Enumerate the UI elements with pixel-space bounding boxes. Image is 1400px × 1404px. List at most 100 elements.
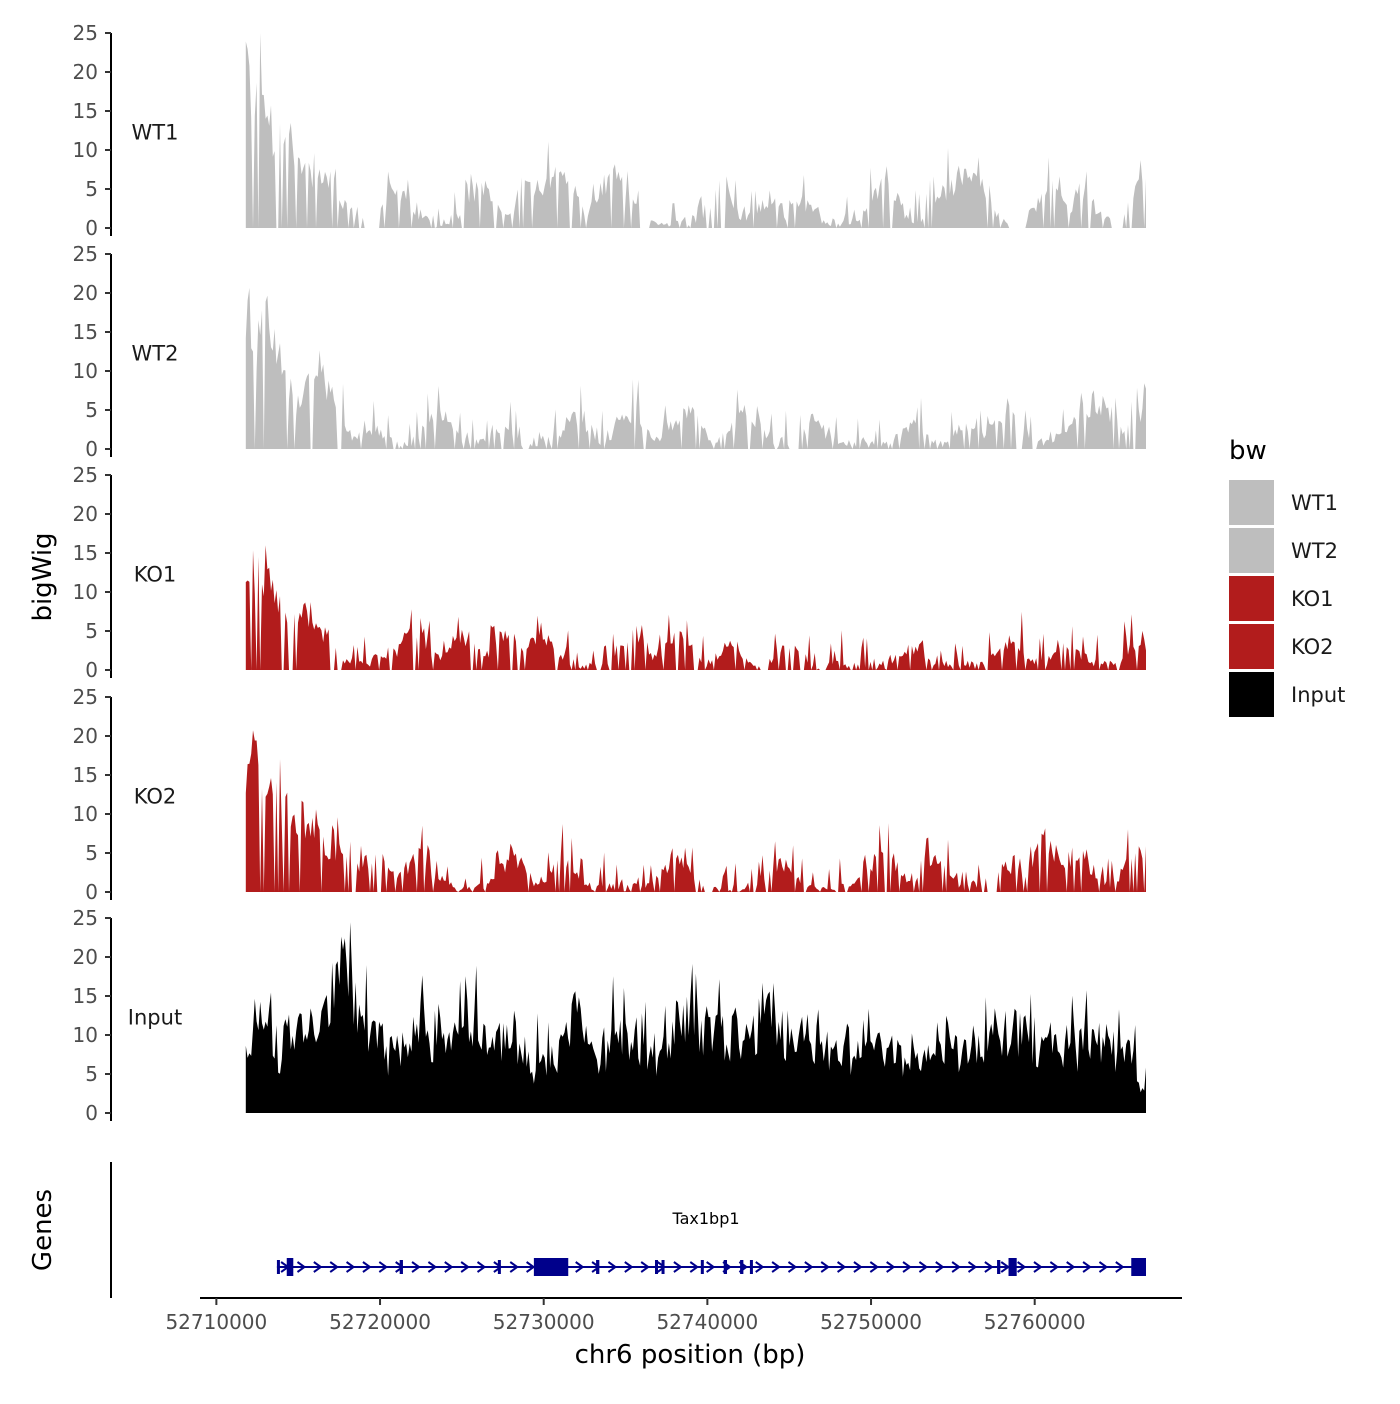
y-tick-label: 25 [73, 685, 98, 709]
gene-strand-arrow [1000, 1261, 1010, 1273]
gene-strand-arrow [820, 1261, 830, 1273]
gene-strand-arrow [1115, 1261, 1125, 1273]
y-tick-label: 15 [73, 99, 98, 123]
gene-strand-arrow [787, 1261, 798, 1273]
track-label-input: Input [128, 1006, 182, 1030]
y-axis-title: bigWig [28, 532, 58, 621]
track-label-ko1: KO1 [134, 563, 177, 587]
bigwig-tracks: 0510152025WT10510152025WT20510152025KO10… [73, 21, 1147, 1125]
y-tick-label: 5 [85, 398, 98, 422]
legend-key-wt1 [1229, 480, 1274, 525]
coverage-area-input [245, 922, 1147, 1113]
y-tick-label: 20 [73, 724, 98, 748]
track-wt1: 0 5 10 15 20 25 WT1 [73, 21, 1147, 240]
gene-exon [533, 1258, 569, 1276]
coverage-area-ko1 [245, 545, 1147, 670]
gene-strand-arrow [624, 1261, 634, 1273]
x-tick-label: 52710000 [165, 1310, 267, 1334]
genes-panel: Genes Tax1bp1 [28, 1162, 1146, 1298]
y-tick-label: 25 [73, 463, 98, 487]
gene-exon [749, 1260, 753, 1274]
y-tick-label: 25 [73, 21, 98, 45]
gene-strand-arrow [951, 1261, 961, 1273]
y-tick-label: 0 [85, 658, 98, 682]
gene-exon [596, 1260, 600, 1274]
gene-exon [1008, 1258, 1017, 1276]
x-tick-label: 52740000 [656, 1310, 758, 1334]
gene-model [276, 1258, 1146, 1276]
gene-strand-arrow [918, 1261, 929, 1273]
gene-strand-arrow [1098, 1261, 1109, 1273]
gene-strand-arrow [771, 1261, 781, 1273]
y-tick-label: 0 [85, 880, 98, 904]
x-tick-label: 52750000 [820, 1310, 922, 1334]
y-tick-label: 20 [73, 502, 98, 526]
legend-label-ko2: KO2 [1291, 635, 1334, 659]
gene-strand-arrow [460, 1261, 470, 1273]
y-tick-label: 20 [73, 60, 98, 84]
gene-exon [740, 1260, 744, 1274]
gene-strand-arrow [984, 1261, 994, 1273]
y-tick-label: 20 [73, 281, 98, 305]
gene-strand-arrow [1082, 1261, 1092, 1273]
x-tick-label: 52720000 [329, 1310, 431, 1334]
y-tick-label: 0 [85, 1101, 98, 1125]
legend-key-wt2 [1229, 528, 1274, 573]
y-tick-label: 5 [85, 619, 98, 643]
gene-strand-arrow [329, 1261, 339, 1273]
y-tick-label: 5 [85, 1062, 98, 1086]
track-ko1: 0 5 10 15 20 25 KO1 [73, 463, 1147, 682]
x-tick-label: 52760000 [984, 1310, 1086, 1334]
gene-strand-arrow [1049, 1261, 1060, 1273]
y-tick-label: 15 [73, 984, 98, 1008]
gene-strand-arrow [411, 1261, 421, 1273]
legend-label-ko1: KO1 [1291, 587, 1334, 611]
y-tick-label: 25 [73, 906, 98, 930]
y-tick-label: 15 [73, 541, 98, 565]
coverage-area-wt2 [245, 287, 1147, 449]
gene-strand-arrow [673, 1261, 683, 1273]
gene-strand-arrow [886, 1261, 896, 1273]
gene-strand-arrow [755, 1261, 765, 1273]
gene-strand-arrow [378, 1261, 389, 1273]
track-input: 0 5 10 15 20 25 Input [73, 906, 1147, 1125]
gene-strand-arrow [689, 1261, 699, 1273]
gene-strand-arrow [836, 1261, 847, 1273]
legend-title: bw [1229, 436, 1267, 466]
gene-strand-arrow [509, 1261, 519, 1273]
gene-exon [661, 1260, 665, 1274]
x-axis: 52710000 52720000 52730000 52740000 52750000… [165, 1297, 1182, 1334]
gene-strand-arrow [1017, 1261, 1027, 1273]
track-ko2: 0 5 10 15 20 25 KO2 [73, 685, 1147, 904]
legend-key-input [1229, 672, 1274, 717]
y-tick-label: 5 [85, 177, 98, 201]
gene-strand-arrow [902, 1261, 912, 1273]
gene-exon [276, 1260, 280, 1274]
gene-label: Tax1bp1 [671, 1209, 739, 1228]
gene-exon [700, 1260, 704, 1274]
gene-strand-arrow [607, 1261, 618, 1273]
track-label-ko2: KO2 [134, 785, 177, 809]
coverage-area-wt1 [245, 33, 1147, 228]
x-axis-title: chr6 position (bp) [575, 1340, 806, 1370]
coverage-area-ko2 [245, 730, 1147, 892]
gene-exon [723, 1260, 728, 1274]
gene-strand-arrow [853, 1261, 863, 1273]
gene-strand-arrow [575, 1261, 585, 1273]
y-tick-label: 10 [73, 802, 98, 826]
gene-exon [997, 1260, 1001, 1274]
legend-label-wt2: WT2 [1291, 539, 1338, 563]
genes-track-title: Genes [28, 1189, 58, 1271]
track-label-wt1: WT1 [132, 121, 179, 145]
gene-exon [497, 1260, 501, 1274]
gene-strand-arrow [967, 1261, 978, 1273]
y-tick-label: 15 [73, 763, 98, 787]
gene-strand-arrow [804, 1261, 814, 1273]
gene-strand-arrow [706, 1261, 716, 1273]
y-tick-label: 25 [73, 242, 98, 266]
y-tick-label: 0 [85, 437, 98, 461]
gene-strand-arrow [345, 1261, 356, 1273]
gene-strand-arrow [526, 1261, 536, 1273]
